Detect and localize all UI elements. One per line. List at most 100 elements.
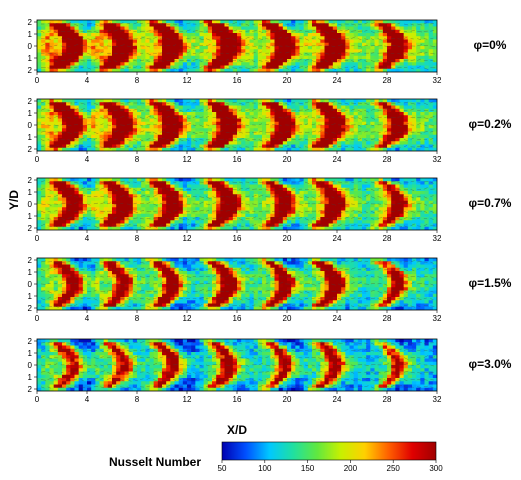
panel-label: φ=1.5% — [469, 276, 512, 290]
velocity-vectors — [40, 21, 436, 70]
colorbar-tick-label: 250 — [387, 464, 401, 473]
x-tick-label: 20 — [283, 314, 292, 323]
y-tick-label: 2 — [28, 176, 33, 185]
contour-field — [37, 20, 437, 72]
x-tick-label: 8 — [135, 76, 140, 85]
colorbar — [221, 441, 437, 461]
panel-label: φ=0% — [474, 38, 507, 52]
panel-label: φ=0.2% — [469, 117, 512, 131]
x-tick-label: 20 — [283, 234, 292, 243]
x-tick-label: 24 — [333, 155, 342, 164]
x-tick-label: 24 — [333, 395, 342, 404]
colorbar-tick-label: 50 — [218, 464, 227, 473]
y-tick-label: 1 — [28, 349, 33, 358]
y-tick-label: 2 — [28, 337, 33, 346]
x-tick-label: 28 — [383, 314, 392, 323]
y-tick-label: 1 — [28, 54, 33, 63]
x-tick-label: 28 — [383, 234, 392, 243]
velocity-vectors — [40, 340, 436, 389]
x-tick-label: 4 — [85, 234, 90, 243]
velocity-vectors — [40, 100, 435, 150]
colorbar-tick-label: 100 — [258, 464, 272, 473]
x-tick-label: 12 — [183, 155, 192, 164]
x-tick-label: 4 — [85, 155, 90, 164]
x-tick-label: 24 — [333, 314, 342, 323]
y-tick-label: 1 — [28, 268, 33, 277]
colorbar-title: Nusselt Number — [109, 455, 201, 469]
x-tick-label: 32 — [433, 155, 442, 164]
y-tick-label: 0 — [28, 200, 33, 209]
y-tick-label: 2 — [28, 145, 33, 154]
y-tick-label: 2 — [28, 304, 33, 313]
y-axis-title: Y/D — [7, 190, 21, 210]
y-tick-label: 1 — [28, 30, 33, 39]
velocity-vectors — [40, 179, 435, 229]
x-tick-label: 8 — [135, 234, 140, 243]
x-tick-label: 12 — [183, 314, 192, 323]
x-axis-title: X/D — [227, 423, 247, 437]
x-tick-label: 16 — [233, 314, 242, 323]
y-tick-label: 0 — [28, 42, 33, 51]
x-tick-label: 16 — [233, 395, 242, 404]
y-tick-label: 2 — [28, 97, 33, 106]
colorbar-tick-label: 150 — [301, 464, 315, 473]
x-tick-label: 20 — [283, 76, 292, 85]
y-tick-label: 2 — [28, 18, 33, 27]
y-tick-label: 0 — [28, 121, 33, 130]
y-tick-label: 1 — [28, 188, 33, 197]
x-tick-label: 4 — [85, 76, 90, 85]
y-tick-label: 2 — [28, 256, 33, 265]
x-tick-label: 8 — [135, 155, 140, 164]
colorbar-ticks: 50 100 150 200 250 300 — [218, 460, 443, 473]
x-tick-label: 32 — [433, 314, 442, 323]
velocity-vectors — [40, 259, 435, 308]
y-tick-label: 0 — [28, 361, 33, 370]
y-tick-label: 1 — [28, 292, 33, 301]
x-tick-label: 24 — [333, 234, 342, 243]
panel-label: φ=3.0% — [469, 357, 512, 371]
x-tick-label: 28 — [383, 76, 392, 85]
x-tick-label: 12 — [183, 395, 192, 404]
y-tick-label: 0 — [28, 280, 33, 289]
x-tick-label: 12 — [183, 234, 192, 243]
y-tick-label: 1 — [28, 133, 33, 142]
panel-label: φ=0.7% — [469, 196, 512, 210]
x-tick-label: 16 — [233, 76, 242, 85]
x-tick-label: 24 — [333, 76, 342, 85]
contour-field — [37, 258, 437, 310]
x-tick-label: 8 — [135, 314, 140, 323]
x-tick-label: 4 — [85, 314, 90, 323]
x-tick-label: 28 — [383, 155, 392, 164]
contour-field — [37, 99, 437, 151]
x-tick-label: 0 — [35, 314, 40, 323]
x-tick-label: 28 — [383, 395, 392, 404]
y-tick-label: 2 — [28, 66, 33, 75]
x-tick-label: 8 — [135, 395, 140, 404]
y-tick-label: 2 — [28, 385, 33, 394]
contour-field — [37, 339, 437, 391]
x-tick-label: 32 — [433, 395, 442, 404]
x-tick-label: 4 — [85, 395, 90, 404]
y-tick-label: 2 — [28, 224, 33, 233]
x-tick-label: 12 — [183, 76, 192, 85]
x-tick-label: 20 — [283, 395, 292, 404]
y-tick-label: 1 — [28, 109, 33, 118]
x-tick-label: 0 — [35, 234, 40, 243]
y-tick-label: 1 — [28, 373, 33, 382]
x-tick-label: 32 — [433, 76, 442, 85]
x-tick-label: 0 — [35, 395, 40, 404]
x-tick-label: 0 — [35, 76, 40, 85]
x-tick-label: 16 — [233, 234, 242, 243]
contour-field — [37, 178, 437, 230]
colorbar-tick-label: 200 — [344, 464, 358, 473]
colorbar-tick-label: 300 — [429, 464, 443, 473]
x-tick-label: 32 — [433, 234, 442, 243]
x-tick-label: 16 — [233, 155, 242, 164]
